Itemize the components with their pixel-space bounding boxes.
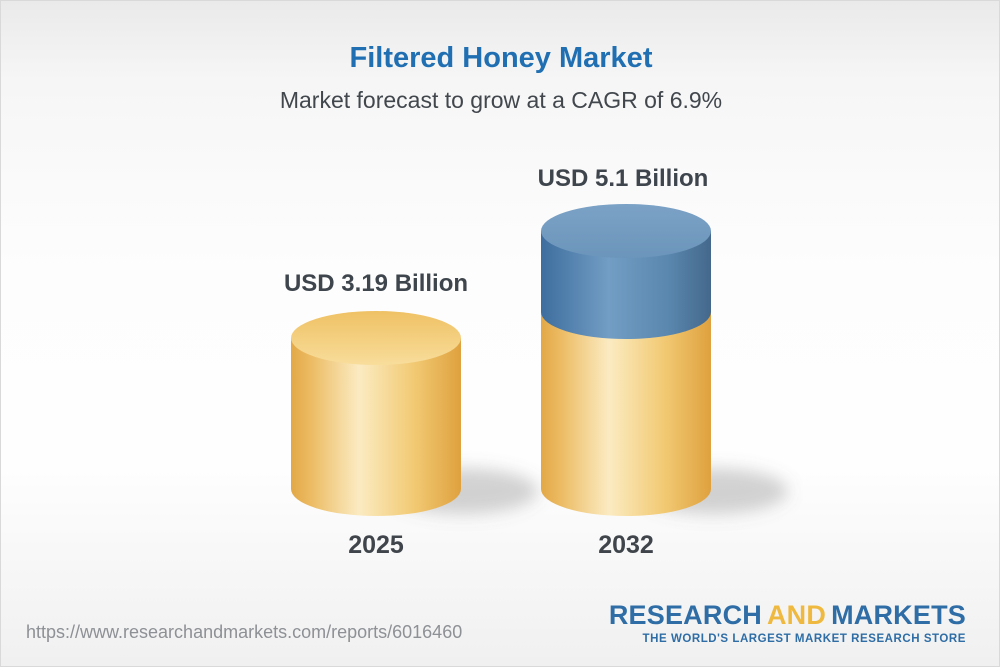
logo-wordmark: RESEARCH AND MARKETS bbox=[609, 602, 966, 629]
category-label-2025: 2025 bbox=[348, 531, 404, 559]
value-label-2025: USD 3.19 Billion bbox=[283, 270, 469, 297]
page-title: Filtered Honey Market bbox=[349, 42, 653, 74]
bar-2025-cylinder bbox=[291, 311, 461, 516]
page-subtitle: Market forecast to grow at a CAGR of 6.9… bbox=[279, 87, 723, 113]
research-and-markets-logo: RESEARCH AND MARKETS THE WORLD'S LARGEST M… bbox=[609, 602, 966, 646]
bar-2032-base-segment bbox=[541, 301, 711, 516]
logo-word-markets: MARKETS bbox=[831, 600, 966, 630]
logo-tagline: THE WORLD'S LARGEST MARKET RESEARCH STOR… bbox=[642, 633, 966, 645]
bar-2032-cylinder bbox=[541, 204, 711, 516]
report-url-link[interactable]: https://www.researchandmarkets.com/repor… bbox=[26, 622, 463, 642]
value-label-2032: USD 5.1 Billion bbox=[537, 165, 709, 192]
logo-word-and: AND bbox=[766, 600, 827, 630]
category-label-2032: 2032 bbox=[598, 531, 654, 559]
bar-2032-growth-segment bbox=[541, 231, 711, 339]
logo-word-research: RESEARCH bbox=[608, 600, 762, 630]
